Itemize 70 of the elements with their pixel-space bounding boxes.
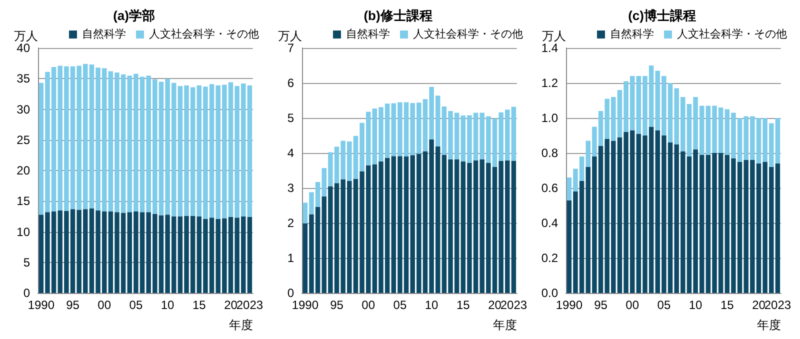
x-axis-title: 年度 [228, 318, 253, 332]
chart-title: (b)修士課程 [364, 8, 432, 23]
x-tick-label: 20 [224, 298, 238, 312]
y-tick-label: 0 [287, 286, 294, 300]
x-tick-label: 00 [98, 298, 112, 312]
chart-title: (c)博士課程 [628, 8, 696, 23]
y-tick-label: 4 [287, 146, 294, 160]
x-tick-label: 2023 [500, 298, 528, 312]
y-tick-label: 0.0 [541, 286, 558, 300]
y-tick-label: 2 [287, 216, 294, 230]
x-axis-title: 年度 [756, 318, 781, 332]
y-tick-label: 0.6 [541, 181, 558, 195]
y-tick-label: 0.2 [541, 251, 558, 265]
x-tick-label: 15 [720, 298, 734, 312]
x-tick-label: 1990 [28, 298, 55, 312]
legend-label: 自然科学 [610, 28, 654, 40]
y-tick-label: 40 [16, 41, 30, 55]
legend-label: 人文社会科学・その他 [677, 28, 787, 40]
x-tick-label: 10 [160, 298, 175, 312]
y-tick-label: 5 [287, 111, 294, 125]
x-tick-label: 1990 [556, 298, 583, 312]
y-axis-title: 万人 [542, 29, 566, 44]
y-tick-label: 25 [16, 132, 30, 147]
y-tick-label: 1.0 [541, 111, 558, 125]
x-tick-label: 10 [424, 298, 439, 312]
y-tick-label: 10 [16, 224, 30, 239]
y-tick-label: 0 [23, 286, 30, 300]
y-tick-label: 20 [16, 164, 30, 178]
chart-title: (a)学部 [113, 8, 155, 23]
x-tick-label: 00 [626, 298, 640, 312]
x-tick-label: 10 [688, 298, 703, 312]
y-tick-label: 0.8 [541, 146, 558, 160]
y-tick-label: 1.4 [541, 41, 558, 55]
y-tick-label: 7 [287, 41, 294, 55]
bar [511, 106, 516, 161]
y-tick-label: 35 [16, 72, 30, 86]
y-tick-label: 3 [287, 181, 294, 195]
x-tick-label: 05 [657, 298, 671, 312]
y-tick-label: 1 [287, 251, 294, 265]
x-tick-label: 20 [752, 298, 766, 312]
y-axis-title: 万人 [278, 29, 302, 44]
legend-label: 人文社会科学・その他 [149, 28, 259, 40]
legend-label: 自然科学 [82, 28, 126, 40]
x-tick-label: 95 [330, 298, 344, 312]
x-tick-label: 95 [594, 298, 608, 312]
x-tick-label: 2023 [764, 298, 792, 312]
legend-label: 人文社会科学・その他 [413, 28, 523, 40]
legend-label: 自然科学 [346, 28, 390, 40]
bar [775, 118, 780, 164]
bar [247, 85, 252, 218]
y-tick-label: 5 [23, 255, 30, 270]
y-tick-label: 0.4 [541, 216, 558, 230]
y-tick-label: 6 [287, 76, 294, 90]
x-tick-label: 05 [393, 298, 407, 312]
y-tick-label: 1.2 [541, 76, 558, 90]
x-tick-label: 2023 [236, 298, 264, 312]
bar [247, 217, 252, 293]
x-tick-label: 20 [488, 298, 502, 312]
bar [775, 164, 780, 293]
y-axis-title: 万人 [14, 29, 38, 44]
x-axis-title: 年度 [492, 318, 517, 332]
x-tick-label: 15 [456, 298, 470, 312]
y-tick-label: 15 [16, 194, 30, 208]
x-tick-label: 05 [129, 298, 143, 312]
bar [511, 160, 516, 293]
x-tick-label: 1990 [292, 298, 319, 312]
y-tick-label: 30 [16, 102, 30, 116]
x-tick-label: 95 [66, 298, 80, 312]
x-tick-label: 15 [192, 298, 206, 312]
x-tick-label: 00 [362, 298, 376, 312]
